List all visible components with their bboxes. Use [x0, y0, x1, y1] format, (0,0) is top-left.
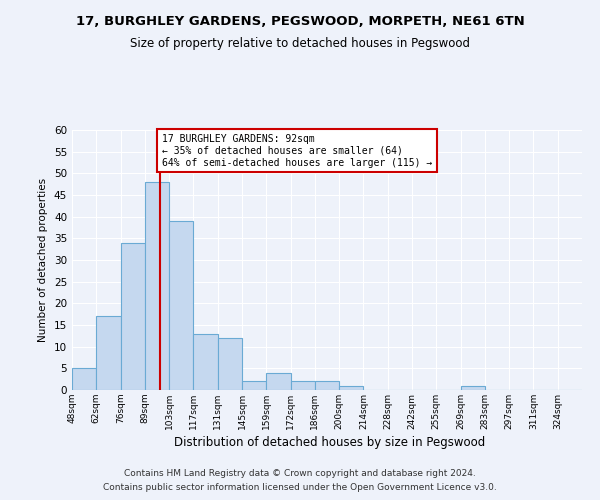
- Bar: [461, 386, 485, 390]
- Text: Size of property relative to detached houses in Pegswood: Size of property relative to detached ho…: [130, 38, 470, 51]
- Text: 17, BURGHLEY GARDENS, PEGSWOOD, MORPETH, NE61 6TN: 17, BURGHLEY GARDENS, PEGSWOOD, MORPETH,…: [76, 15, 524, 28]
- Bar: [145, 182, 169, 390]
- Bar: [169, 221, 193, 390]
- Bar: [72, 368, 96, 390]
- Text: Contains public sector information licensed under the Open Government Licence v3: Contains public sector information licen…: [103, 484, 497, 492]
- Text: 17 BURGHLEY GARDENS: 92sqm
← 35% of detached houses are smaller (64)
64% of semi: 17 BURGHLEY GARDENS: 92sqm ← 35% of deta…: [162, 134, 433, 168]
- Y-axis label: Number of detached properties: Number of detached properties: [38, 178, 49, 342]
- Bar: [193, 334, 218, 390]
- Text: Contains HM Land Registry data © Crown copyright and database right 2024.: Contains HM Land Registry data © Crown c…: [124, 468, 476, 477]
- Bar: [242, 382, 266, 390]
- Bar: [290, 382, 315, 390]
- Bar: [315, 382, 339, 390]
- Bar: [218, 338, 242, 390]
- Bar: [96, 316, 121, 390]
- Bar: [339, 386, 364, 390]
- Text: Distribution of detached houses by size in Pegswood: Distribution of detached houses by size …: [175, 436, 485, 449]
- Bar: [121, 242, 145, 390]
- Bar: [266, 372, 290, 390]
